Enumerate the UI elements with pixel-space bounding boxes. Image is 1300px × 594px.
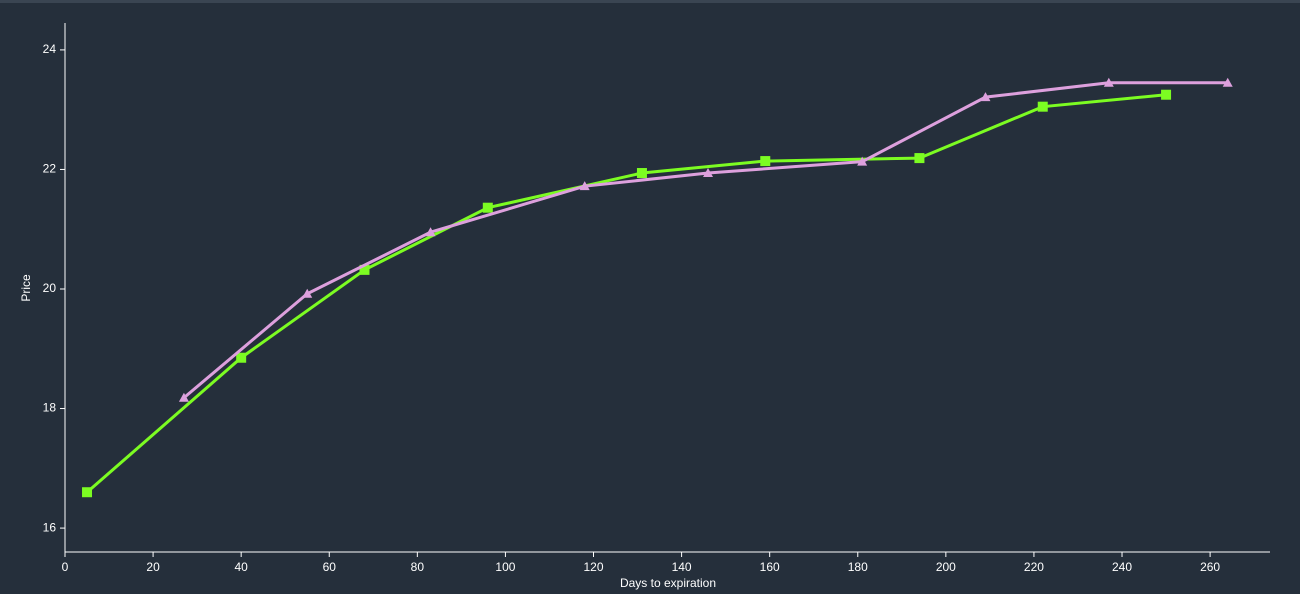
square-marker — [82, 487, 93, 498]
square-marker — [236, 352, 247, 363]
x-axis-label: Days to expiration — [620, 576, 716, 590]
y-axis-label: Price — [19, 274, 33, 302]
square-marker — [760, 156, 771, 167]
x-tick-label: 240 — [1112, 560, 1132, 574]
square-marker — [482, 202, 493, 213]
top-border — [0, 0, 1300, 3]
square-marker — [359, 264, 370, 275]
square-marker — [1161, 89, 1172, 100]
x-tick-label: 120 — [583, 560, 603, 574]
x-tick-label: 100 — [495, 560, 515, 574]
triangle-marker — [857, 156, 868, 166]
x-tick-label: 60 — [323, 560, 337, 574]
series-line — [182, 81, 1228, 399]
y-tick-label: 22 — [43, 162, 57, 176]
y-tick-label: 24 — [43, 42, 57, 56]
x-tick-label: 0 — [62, 560, 69, 574]
y-tick-label: 16 — [43, 520, 57, 534]
x-tick-label: 20 — [146, 560, 160, 574]
x-tick-label: 140 — [672, 560, 692, 574]
y-tick-label: 20 — [43, 281, 57, 295]
x-tick-label: 260 — [1200, 560, 1220, 574]
square-marker — [1037, 101, 1048, 112]
triangle-marker — [579, 181, 590, 191]
x-tick-label: 80 — [411, 560, 425, 574]
y-tick-label: 18 — [43, 401, 57, 415]
x-tick-label: 220 — [1024, 560, 1044, 574]
triangle-marker — [302, 288, 313, 298]
x-tick-label: 200 — [936, 560, 956, 574]
x-tick-label: 40 — [234, 560, 248, 574]
square-marker — [914, 153, 925, 164]
x-tick-label: 180 — [848, 560, 868, 574]
square-marker — [636, 168, 647, 179]
series-line — [86, 93, 1167, 494]
triangle-marker — [1103, 77, 1114, 87]
triangle-marker — [703, 168, 714, 178]
triangle-marker — [425, 227, 436, 237]
triangle-marker — [1222, 77, 1233, 87]
triangle-marker — [980, 92, 991, 102]
triangle-marker — [178, 392, 189, 402]
x-tick-label: 160 — [760, 560, 780, 574]
